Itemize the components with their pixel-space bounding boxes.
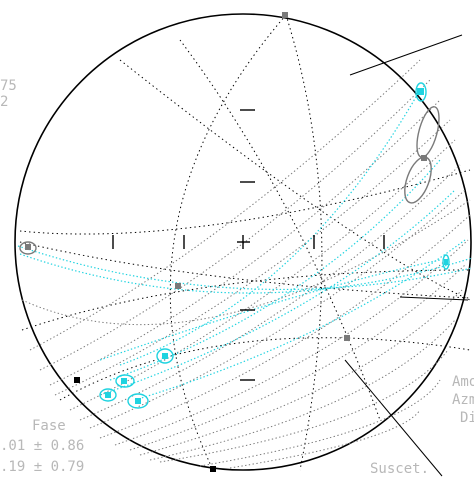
black-markers (74, 377, 216, 472)
center-cross (112, 109, 385, 381)
cyan-arcs (17, 89, 473, 401)
value-2: .19 ± 0.79 (0, 459, 85, 475)
cyan-markers (105, 88, 448, 404)
cyan-ellipses (99, 82, 450, 409)
suscet-label: Suscet. (370, 461, 430, 477)
azm-label: Azm (452, 392, 474, 408)
amo-label: Amo (452, 374, 474, 390)
leader-lines (344, 34, 469, 477)
dotted-great-circles (19, 14, 471, 471)
value-1: .01 ± 0.86 (0, 438, 85, 454)
gray-markers (25, 12, 427, 341)
top-left-label-1: 75 (0, 78, 17, 94)
fase-label: Fase (32, 418, 66, 434)
dip-label: Dip (460, 410, 474, 426)
top-left-label-2: 2 (0, 94, 9, 110)
